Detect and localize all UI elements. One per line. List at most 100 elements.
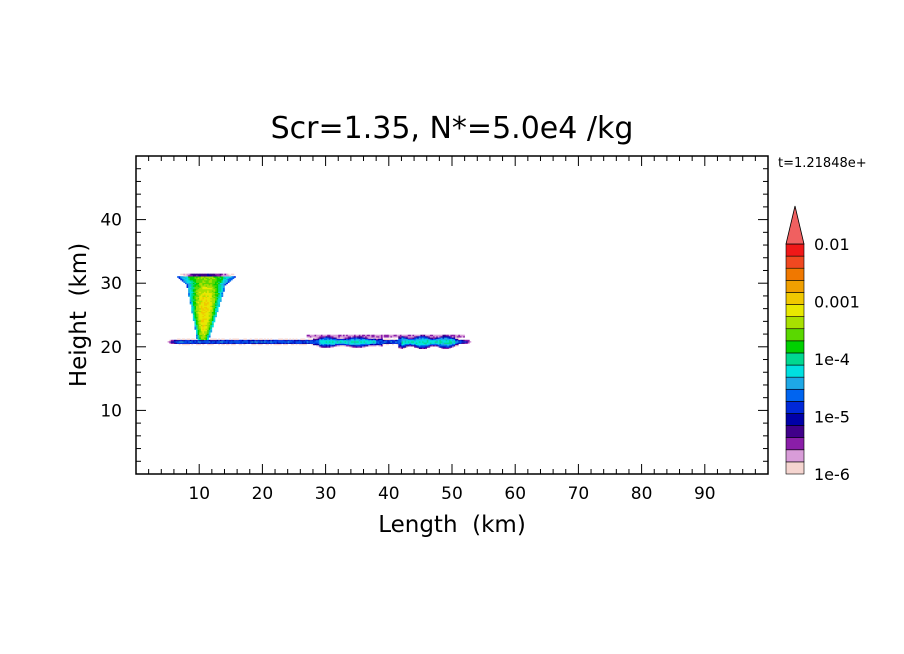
field-cell xyxy=(349,346,352,348)
field-cell xyxy=(215,291,217,294)
field-cell xyxy=(420,339,423,342)
field-cell xyxy=(189,285,192,287)
field-cell xyxy=(251,339,254,342)
field-cell xyxy=(270,342,273,344)
field-cell xyxy=(354,341,356,343)
field-cell xyxy=(233,343,236,346)
field-cell xyxy=(200,283,203,286)
field-cell xyxy=(282,343,285,346)
field-cell xyxy=(183,342,186,344)
field-cell xyxy=(459,342,462,344)
field-cell xyxy=(202,330,205,333)
field-cell xyxy=(447,344,450,347)
field-cell xyxy=(428,339,431,342)
field-cell xyxy=(235,342,238,344)
field-cell xyxy=(428,344,431,347)
field-cell xyxy=(208,332,211,334)
field-cell xyxy=(222,341,225,343)
field-cell xyxy=(349,337,352,339)
field-cell xyxy=(414,335,416,338)
field-cell xyxy=(301,343,304,346)
field-cell xyxy=(317,342,320,344)
field-cell xyxy=(199,280,202,282)
colorbar-segment xyxy=(785,267,805,281)
field-cell xyxy=(401,346,404,348)
field-cell xyxy=(456,343,459,346)
field-cell xyxy=(369,335,372,338)
field-cell xyxy=(207,343,209,346)
field-cell xyxy=(467,342,470,344)
field-cell xyxy=(399,347,402,350)
field-cell xyxy=(374,335,377,338)
field-cell xyxy=(374,338,377,341)
field-cell xyxy=(338,341,341,343)
field-cell xyxy=(439,341,442,343)
field-cell xyxy=(199,324,202,327)
field-cell xyxy=(391,341,394,343)
field-cell xyxy=(373,335,375,338)
field-cell xyxy=(196,335,198,338)
field-cell xyxy=(200,329,203,332)
field-cell xyxy=(278,341,281,343)
field-cell xyxy=(210,282,213,285)
field-cell xyxy=(322,346,325,348)
field-cell xyxy=(192,281,195,283)
field-cell xyxy=(207,305,209,308)
field-cell xyxy=(407,334,410,337)
field-cell xyxy=(333,339,336,342)
field-cell xyxy=(188,276,191,278)
field-cell xyxy=(350,344,353,347)
field-cell xyxy=(192,285,195,287)
field-cell xyxy=(200,278,203,281)
field-cell xyxy=(222,283,225,286)
field-cell xyxy=(218,301,221,304)
field-cell xyxy=(180,341,183,343)
field-cell xyxy=(200,288,203,291)
field-cell xyxy=(390,341,393,343)
field-cell xyxy=(200,338,203,341)
field-cell xyxy=(440,342,443,344)
field-cell xyxy=(215,342,217,344)
field-cell xyxy=(382,334,385,337)
field-cell xyxy=(369,337,372,339)
field-cell xyxy=(459,334,462,337)
field-cell xyxy=(222,287,225,290)
field-cell xyxy=(221,280,224,282)
field-cell xyxy=(295,343,298,346)
field-cell xyxy=(456,337,459,339)
field-cell xyxy=(349,344,352,347)
field-cell xyxy=(344,344,347,347)
field-cell xyxy=(317,335,320,338)
field-cell xyxy=(437,334,440,337)
field-cell xyxy=(208,313,211,315)
field-cell xyxy=(401,339,404,342)
field-cell xyxy=(423,334,426,337)
field-cell xyxy=(218,287,221,290)
field-cell xyxy=(191,290,194,292)
field-cell xyxy=(325,338,328,341)
field-cell xyxy=(377,341,380,343)
field-cell xyxy=(197,304,200,306)
field-cell xyxy=(208,339,211,342)
field-cell xyxy=(226,276,228,278)
field-cell xyxy=(219,286,222,288)
field-cell xyxy=(207,286,209,288)
field-cell xyxy=(218,300,221,302)
field-cell xyxy=(211,309,214,311)
field-cell xyxy=(205,325,208,328)
field-cell xyxy=(316,334,318,337)
field-cell xyxy=(221,292,224,295)
field-cell xyxy=(327,338,330,341)
field-cell xyxy=(196,306,198,309)
field-cell xyxy=(273,339,276,342)
field-cell xyxy=(224,282,227,285)
field-cell xyxy=(211,343,214,346)
field-cell xyxy=(380,344,383,347)
field-cell xyxy=(196,281,198,283)
field-cell xyxy=(224,283,227,286)
field-cell xyxy=(453,334,456,337)
field-cell xyxy=(216,281,219,283)
field-cell xyxy=(216,310,219,313)
field-cell xyxy=(216,292,219,295)
field-cell xyxy=(284,339,287,342)
